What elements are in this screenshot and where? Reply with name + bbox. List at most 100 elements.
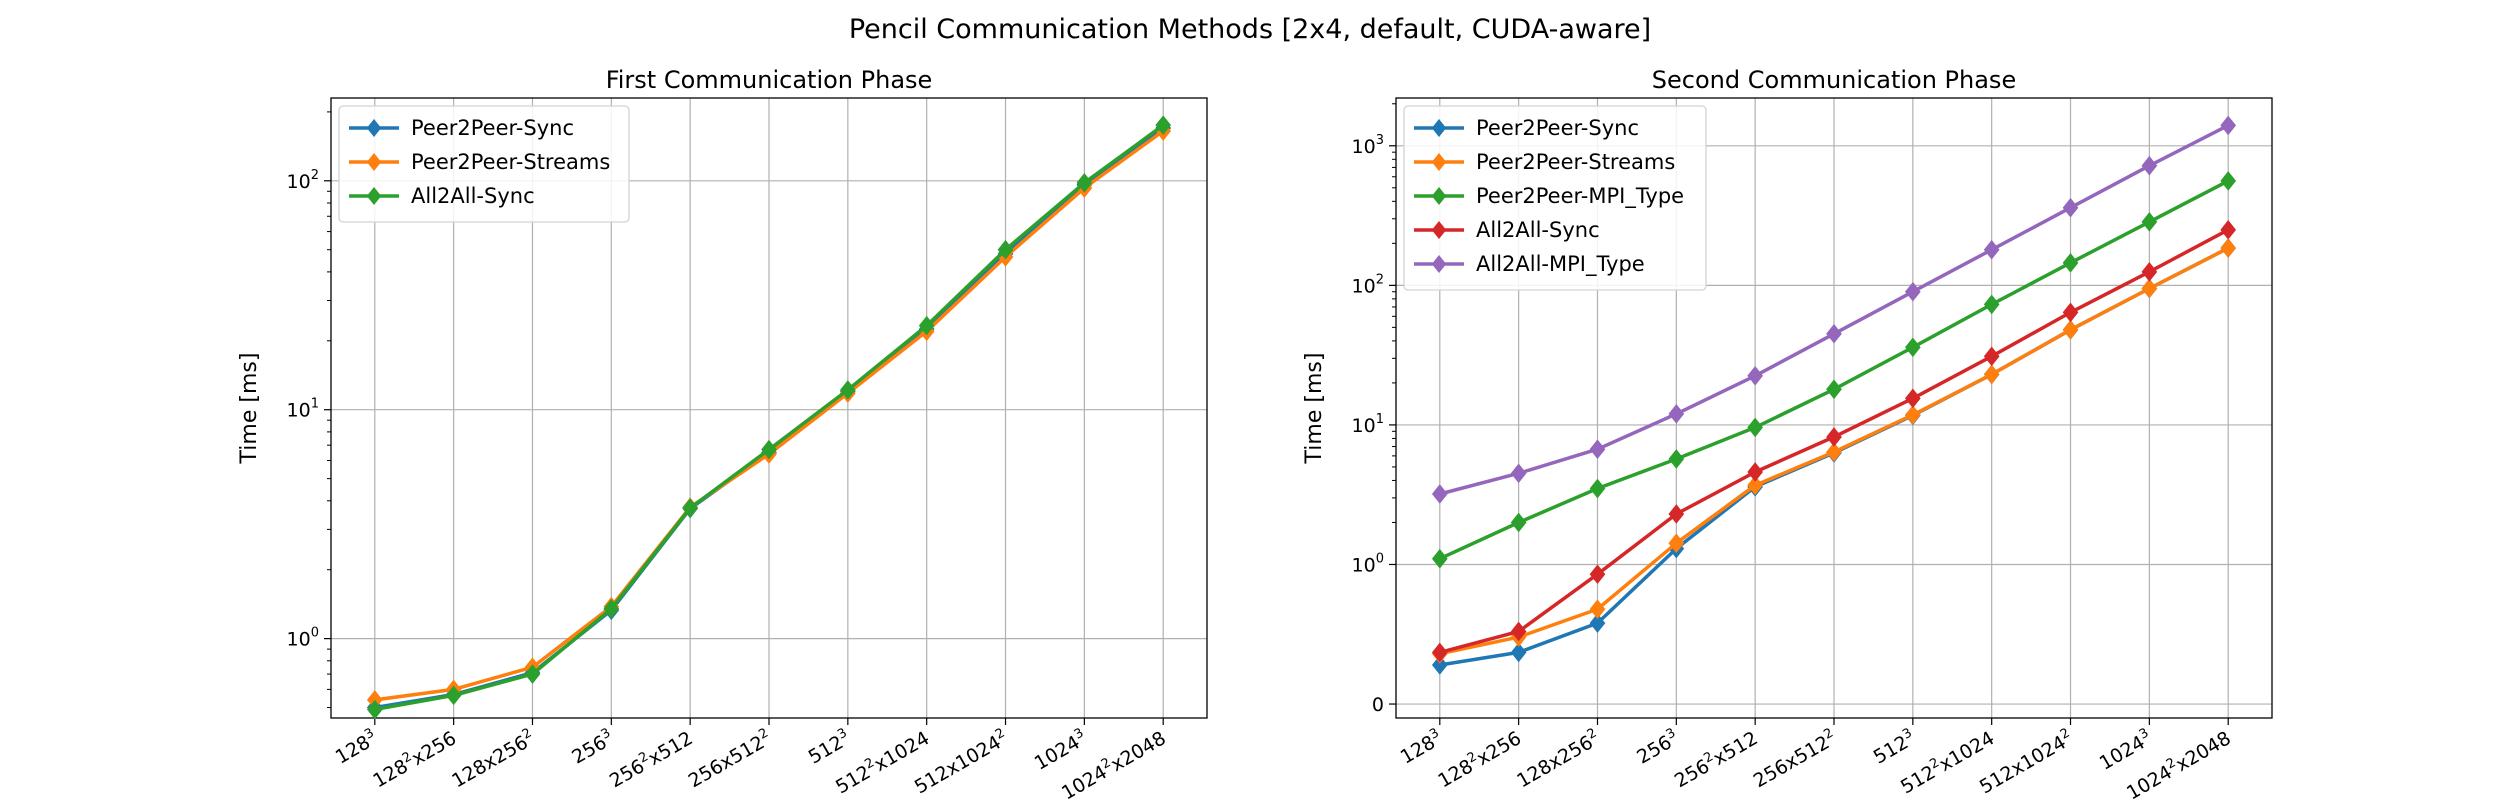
data-point [1668, 404, 1685, 424]
data-point [1826, 442, 1842, 462]
data-point [1747, 475, 1764, 495]
data-point [1431, 484, 1448, 504]
y-tick-label-base: 10 [287, 400, 311, 422]
data-point [2141, 212, 2158, 232]
legend-label: All2All-MPI_Type [1476, 252, 1645, 277]
data-point [1589, 599, 1606, 619]
data-point [2062, 253, 2079, 273]
data-point [1589, 564, 1606, 585]
y-tick-label: 100 [1352, 551, 1384, 576]
data-point [1747, 365, 1764, 386]
data-point [1589, 478, 1606, 499]
data-point [1510, 642, 1527, 663]
data-point [2062, 302, 2079, 323]
chart-title: Second Communication Phase [1652, 66, 2016, 94]
data-point [2141, 155, 2158, 176]
y-tick-label-exp: 2 [311, 168, 319, 183]
legend-swatch-marker [366, 187, 382, 205]
data-point [2062, 197, 2079, 218]
figure-title: Pencil Communication Methods [2x4, defau… [849, 14, 1651, 45]
y-tick-label-base: 10 [1352, 136, 1376, 158]
data-point [682, 498, 699, 518]
data-point [1904, 337, 1921, 358]
y-tick-label-exp: 0 [1376, 551, 1384, 566]
legend-swatch-marker [366, 153, 382, 171]
legend-swatch-marker [1431, 255, 1447, 273]
data-point [1510, 621, 1527, 642]
data-point [1826, 379, 1842, 400]
legend-swatch-marker [1431, 153, 1447, 171]
data-point [1431, 642, 1448, 663]
data-point [1076, 173, 1093, 193]
y-tick-label-exp: 1 [1376, 412, 1384, 427]
y-tick-label: 102 [287, 168, 319, 193]
y-tick-label-base: 10 [287, 171, 311, 193]
data-point [1510, 463, 1527, 484]
legend-box [1403, 105, 1707, 291]
data-point [997, 239, 1014, 260]
y-tick-label: 100 [287, 626, 319, 651]
data-point [1826, 323, 1842, 344]
y-tick-label-exp: 3 [1376, 133, 1384, 148]
legend-label: Peer2Peer-Sync [411, 116, 574, 140]
data-point [1668, 504, 1685, 524]
chart-title: First Communication Phase [606, 66, 933, 94]
y-tick-label-base: 10 [1352, 415, 1376, 437]
legend-label: All2All-Sync [1476, 218, 1600, 242]
data-point [839, 380, 856, 400]
y-tick-label-exp: 0 [311, 626, 319, 641]
legend-swatch-marker [1431, 187, 1447, 205]
legend-box [338, 105, 630, 223]
data-point [2220, 115, 2237, 136]
data-point [445, 685, 462, 706]
legend-label: All2All-Sync [411, 184, 535, 208]
data-point [1747, 462, 1764, 482]
y-tick-label: 101 [1352, 412, 1384, 437]
data-point [1510, 512, 1527, 533]
data-point [1983, 239, 2000, 260]
y-tick-label-base: 10 [1352, 275, 1376, 297]
y-tick-label: 102 [1352, 272, 1384, 297]
plot-frame [330, 97, 1208, 719]
legend-swatch-marker [1431, 119, 1447, 137]
data-point [1589, 439, 1606, 459]
y-tick-label-base: 0 [1372, 694, 1384, 716]
data-point [2220, 220, 2237, 240]
data-point [2220, 238, 2237, 258]
y-tick-label-exp: 1 [311, 397, 319, 412]
legend-swatch-marker [366, 119, 382, 137]
data-point [1826, 427, 1842, 447]
data-point [1431, 655, 1448, 675]
data-point [366, 699, 383, 720]
data-point [603, 598, 620, 619]
y-tick-label: 101 [287, 397, 319, 422]
y-tick-label: 0 [1372, 694, 1384, 716]
y-tick-label: 103 [1352, 133, 1384, 158]
data-point [1983, 294, 2000, 315]
data-point [2062, 320, 2079, 340]
plot-frame [1395, 97, 2273, 719]
data-point [2141, 262, 2158, 282]
y-tick-label-exp: 2 [1376, 272, 1384, 287]
data-point [761, 439, 777, 460]
legend-label: Peer2Peer-Sync [1476, 116, 1639, 140]
data-point [918, 315, 935, 336]
data-point [1668, 449, 1685, 469]
data-point [2141, 278, 2158, 299]
data-point [1589, 613, 1606, 633]
data-point [1904, 388, 1921, 409]
data-point [1904, 281, 1921, 302]
data-point [2220, 171, 2237, 191]
y-axis-label: Time [ms] [237, 353, 262, 465]
data-point [1747, 417, 1764, 438]
legend-label: Peer2Peer-Streams [1476, 150, 1675, 174]
data-point [1983, 346, 2000, 367]
data-point [1668, 533, 1685, 554]
legend-label: Peer2Peer-MPI_Type [1476, 184, 1684, 209]
y-axis-label: Time [ms] [1302, 353, 1327, 465]
data-point [1155, 115, 1172, 135]
data-point [1983, 364, 2000, 385]
data-point [1904, 405, 1921, 425]
